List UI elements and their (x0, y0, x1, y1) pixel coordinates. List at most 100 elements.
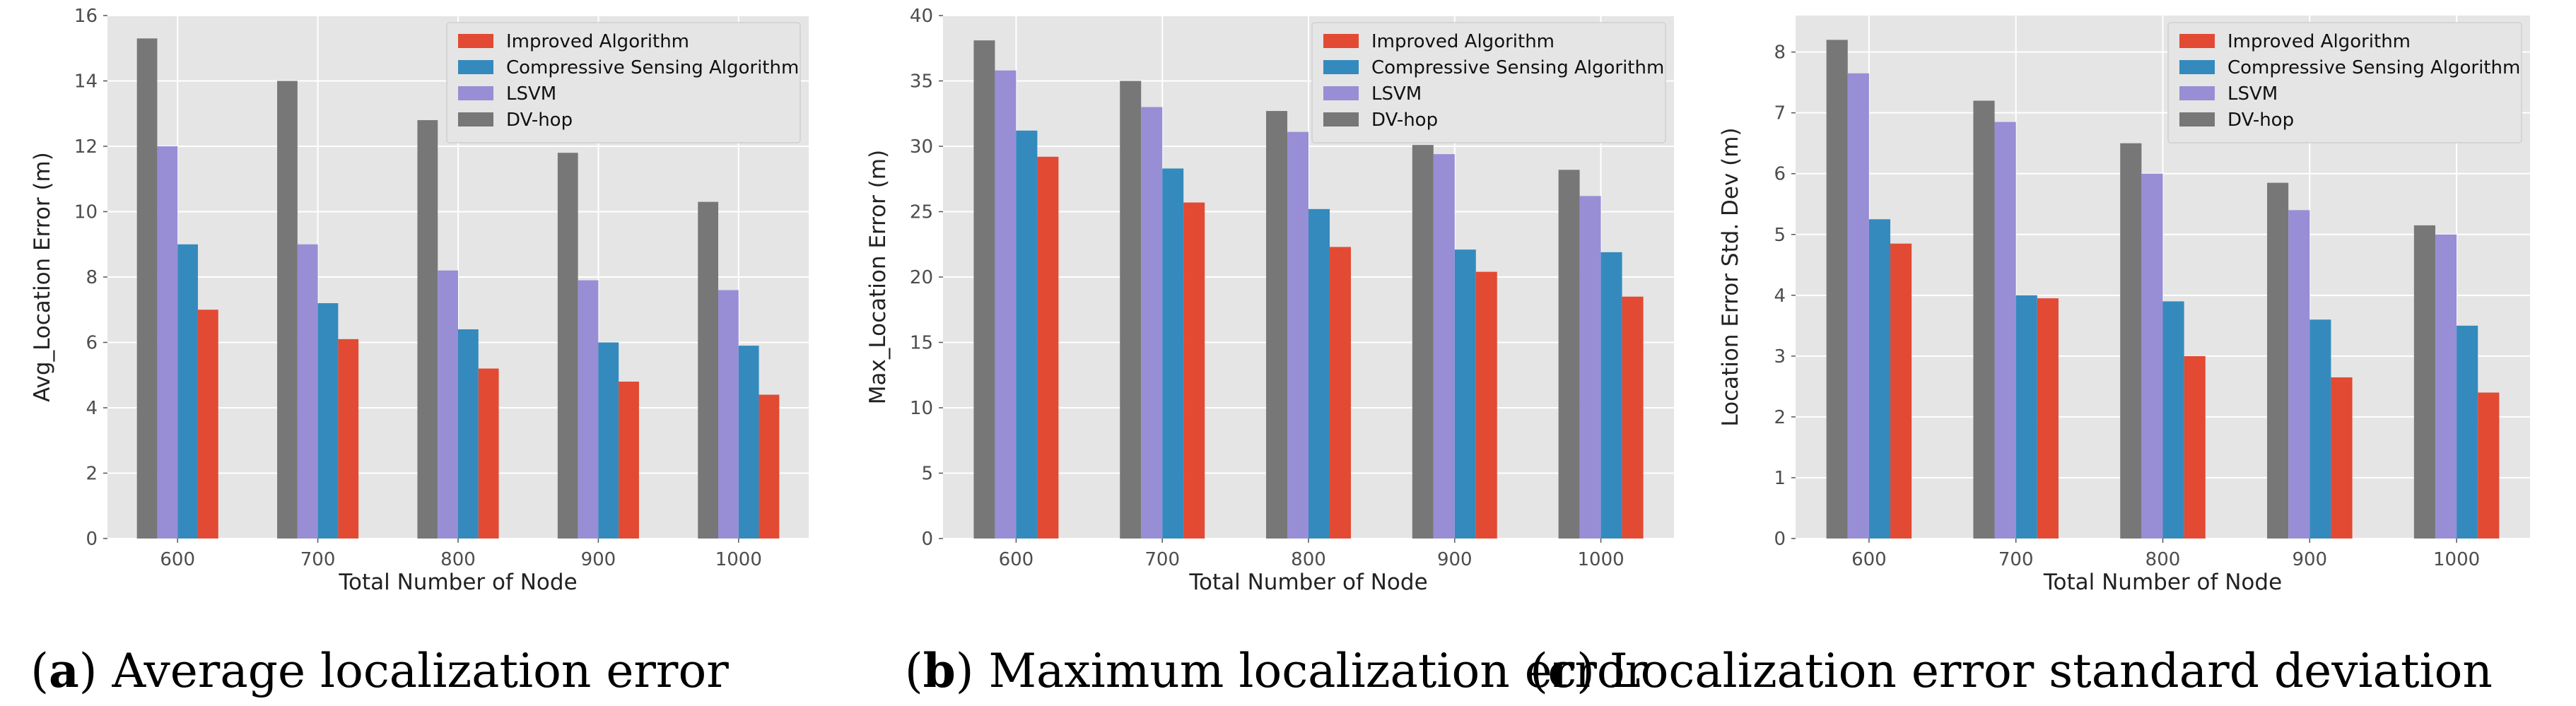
x-tick-label: 700 (300, 549, 336, 570)
y-tick-label: 12 (74, 136, 98, 158)
bar-compressive-sensing-algorithm-1000 (738, 346, 759, 539)
bar-compressive-sensing-algorithm-600 (177, 244, 198, 539)
legend-label: LSVM (2227, 83, 2278, 105)
legend-swatch-compressive-sensing-algorithm (458, 60, 493, 74)
x-tick-label: 900 (2292, 549, 2327, 570)
y-tick-label: 1 (1774, 468, 1786, 489)
x-tick-label: 800 (1291, 549, 1326, 570)
bar-improved-algorithm-1000 (759, 394, 780, 539)
bar-compressive-sensing-algorithm-900 (1454, 249, 1476, 539)
legend-label: DV-hop (2227, 110, 2294, 131)
bar-lsvm-900 (2288, 210, 2310, 539)
bar-improved-algorithm-1000 (2478, 392, 2500, 539)
legend: Improved Algorithm Compressive Sensing Al… (446, 22, 801, 143)
bar-dv-hop-700 (1973, 100, 1995, 539)
y-tick-label: 2 (1774, 407, 1786, 428)
x-axis-label: Total Number of Node (1188, 570, 1427, 595)
x-tick-label: 800 (440, 549, 476, 570)
x-tick-label: 600 (160, 549, 195, 570)
x-tick-label: 1000 (2433, 549, 2480, 570)
panel-caption: (a) Average localization error (30, 643, 729, 698)
legend-swatch-improved-algorithm (2179, 34, 2215, 48)
legend-label: DV-hop (506, 110, 573, 131)
y-tick-label: 4 (1774, 286, 1786, 307)
bar-dv-hop-600 (136, 38, 158, 539)
x-axis-label: Total Number of Node (338, 570, 577, 595)
x-tick-label: 900 (581, 549, 616, 570)
y-tick-label: 20 (910, 267, 933, 288)
y-tick-label: 0 (1774, 529, 1786, 550)
y-tick-label: 14 (74, 71, 98, 93)
bar-compressive-sensing-algorithm-800 (2162, 301, 2184, 539)
bar-dv-hop-600 (1826, 40, 1848, 539)
y-tick-label: 5 (921, 464, 933, 485)
legend-label: Improved Algorithm (1371, 31, 1555, 52)
legend-box (446, 22, 801, 143)
bar-improved-algorithm-900 (2331, 377, 2353, 539)
y-axis-label: Avg_Location Error (m) (30, 152, 55, 402)
bar-dv-hop-1000 (698, 201, 719, 539)
bar-lsvm-700 (1994, 122, 2016, 539)
bar-improved-algorithm-800 (2184, 355, 2206, 539)
bar-compressive-sensing-algorithm-900 (2309, 319, 2331, 539)
x-tick-label: 600 (999, 549, 1034, 570)
bar-lsvm-700 (1141, 107, 1163, 539)
legend-label: Improved Algorithm (2227, 31, 2411, 52)
legend-swatch-dv-hop (1323, 112, 1359, 127)
bar-improved-algorithm-800 (478, 368, 499, 539)
y-tick-label: 8 (86, 267, 98, 288)
bar-improved-algorithm-1000 (1622, 296, 1644, 539)
bar-compressive-sensing-algorithm-800 (458, 329, 479, 539)
x-tick-label: 1000 (1578, 549, 1624, 570)
legend-label: DV-hop (1371, 110, 1438, 131)
bar-dv-hop-700 (1120, 81, 1142, 539)
bar-lsvm-1000 (1579, 196, 1601, 539)
legend-swatch-compressive-sensing-algorithm (2179, 60, 2215, 74)
bar-dv-hop-800 (417, 120, 438, 539)
bar-lsvm-800 (1287, 131, 1309, 539)
bar-improved-algorithm-600 (197, 310, 218, 539)
legend-label: Compressive Sensing Algorithm (2227, 57, 2520, 78)
x-tick-label: 700 (1144, 549, 1180, 570)
bar-dv-hop-900 (2267, 182, 2289, 539)
bar-lsvm-600 (1847, 73, 1869, 539)
bar-compressive-sensing-algorithm-600 (1016, 130, 1038, 539)
bar-improved-algorithm-600 (1890, 243, 1912, 539)
legend-label: Improved Algorithm (506, 31, 689, 52)
bar-compressive-sensing-algorithm-900 (598, 342, 619, 539)
legend-label: LSVM (506, 83, 556, 105)
legend-label: Compressive Sensing Algorithm (506, 57, 799, 78)
bar-compressive-sensing-algorithm-1000 (2457, 325, 2478, 539)
chart-panel-c: 0 1 2 3 4 5 6 7 8 600 700 800 900 1000 Total Number of… (1530, 16, 2530, 698)
y-tick-label: 7 (1774, 103, 1786, 124)
y-axis-label: Max_Location Error (m) (865, 150, 891, 404)
bar-improved-algorithm-700 (338, 339, 359, 539)
bar-dv-hop-900 (1412, 145, 1434, 539)
bar-compressive-sensing-algorithm-600 (1868, 219, 1891, 539)
panel-caption: (c) Localization error standard deviatio… (1530, 643, 2493, 698)
y-tick-label: 8 (1774, 42, 1786, 64)
bar-compressive-sensing-algorithm-700 (317, 303, 339, 539)
y-tick-label: 25 (910, 202, 933, 223)
y-axis-label: Location Error Std. Dev (m) (1718, 127, 1743, 426)
legend-label: Compressive Sensing Algorithm (1371, 57, 1664, 78)
bar-improved-algorithm-600 (1037, 156, 1059, 539)
y-tick-label: 10 (910, 398, 933, 419)
bar-dv-hop-800 (1266, 111, 1288, 539)
bar-improved-algorithm-900 (1475, 271, 1497, 539)
legend-swatch-lsvm (2179, 86, 2215, 100)
bar-improved-algorithm-900 (619, 382, 639, 539)
bar-lsvm-700 (297, 244, 318, 539)
y-tick-label: 15 (910, 333, 933, 354)
y-tick-label: 4 (86, 398, 98, 419)
bar-lsvm-900 (578, 280, 599, 539)
legend-box (2167, 22, 2522, 143)
legend-swatch-improved-algorithm (458, 34, 493, 48)
y-tick-label: 10 (74, 202, 98, 223)
bar-lsvm-1000 (718, 290, 739, 539)
legend-swatch-lsvm (458, 86, 493, 100)
bar-compressive-sensing-algorithm-700 (2015, 295, 2037, 539)
y-tick-label: 35 (910, 71, 933, 93)
legend-swatch-improved-algorithm (1323, 34, 1359, 48)
